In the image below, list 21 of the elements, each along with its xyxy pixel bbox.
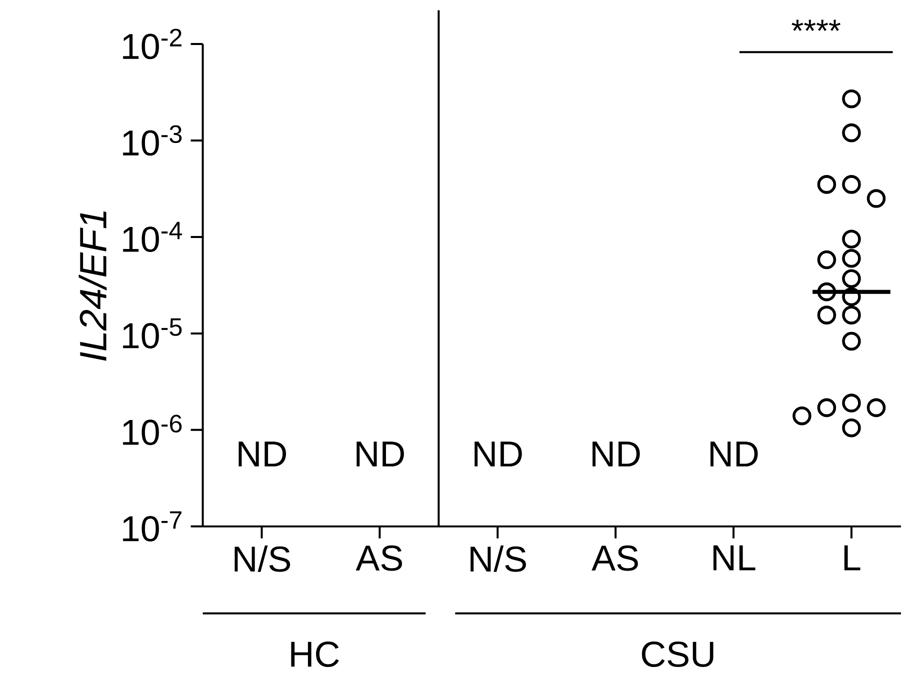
annotation: ND [238,442,286,467]
x-tick-label: NL [713,546,756,570]
y-axis-title: IL24/EF1 [78,212,107,361]
x-tick-label: N/S [470,546,526,572]
y-tick-label: 10$^{-4}$ [123,222,182,252]
annotation: ND [474,442,522,467]
text: HC [291,642,339,668]
text: **** [792,20,840,32]
y-tick-label: 10$^{-7}$ [123,512,182,542]
x-tick-label: AS [356,546,402,572]
annotation: ND [710,442,758,467]
x-tick-label: N/S [234,546,290,572]
y-tick-label: 10$^{-3}$ [123,125,182,156]
x-tick-label: L [844,546,860,570]
y-tick-label: 10$^{-5}$ [123,318,182,349]
text: CSU [642,642,714,668]
annotation: ND [356,442,404,467]
x-tick-label: AS [592,546,638,572]
y-tick-label: 10$^{-6}$ [123,414,182,446]
y-tick-label: 10$^{-2}$ [123,28,182,60]
annotation: ND [592,442,640,467]
